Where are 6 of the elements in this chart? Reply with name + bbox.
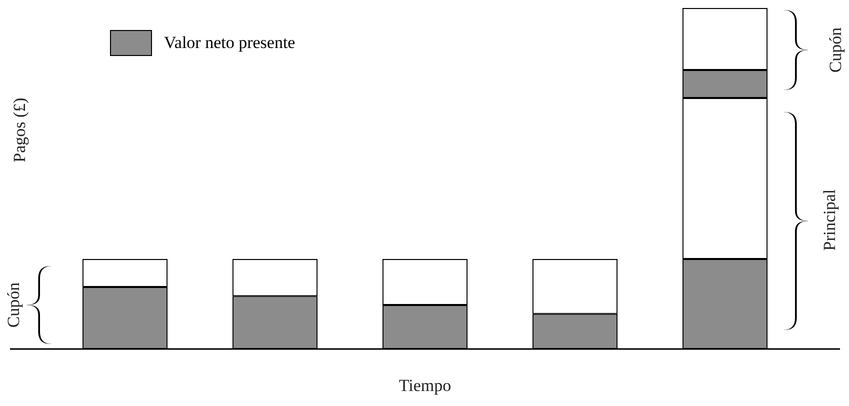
y-axis-title: Pagos (£) bbox=[10, 98, 30, 162]
annotation: Cupón bbox=[4, 282, 24, 328]
x-axis-title: Tiempo bbox=[398, 376, 452, 396]
annotation: Cupón bbox=[826, 27, 846, 73]
annotation: Principal bbox=[820, 189, 840, 251]
legend-label: Valor neto presente bbox=[164, 33, 296, 53]
